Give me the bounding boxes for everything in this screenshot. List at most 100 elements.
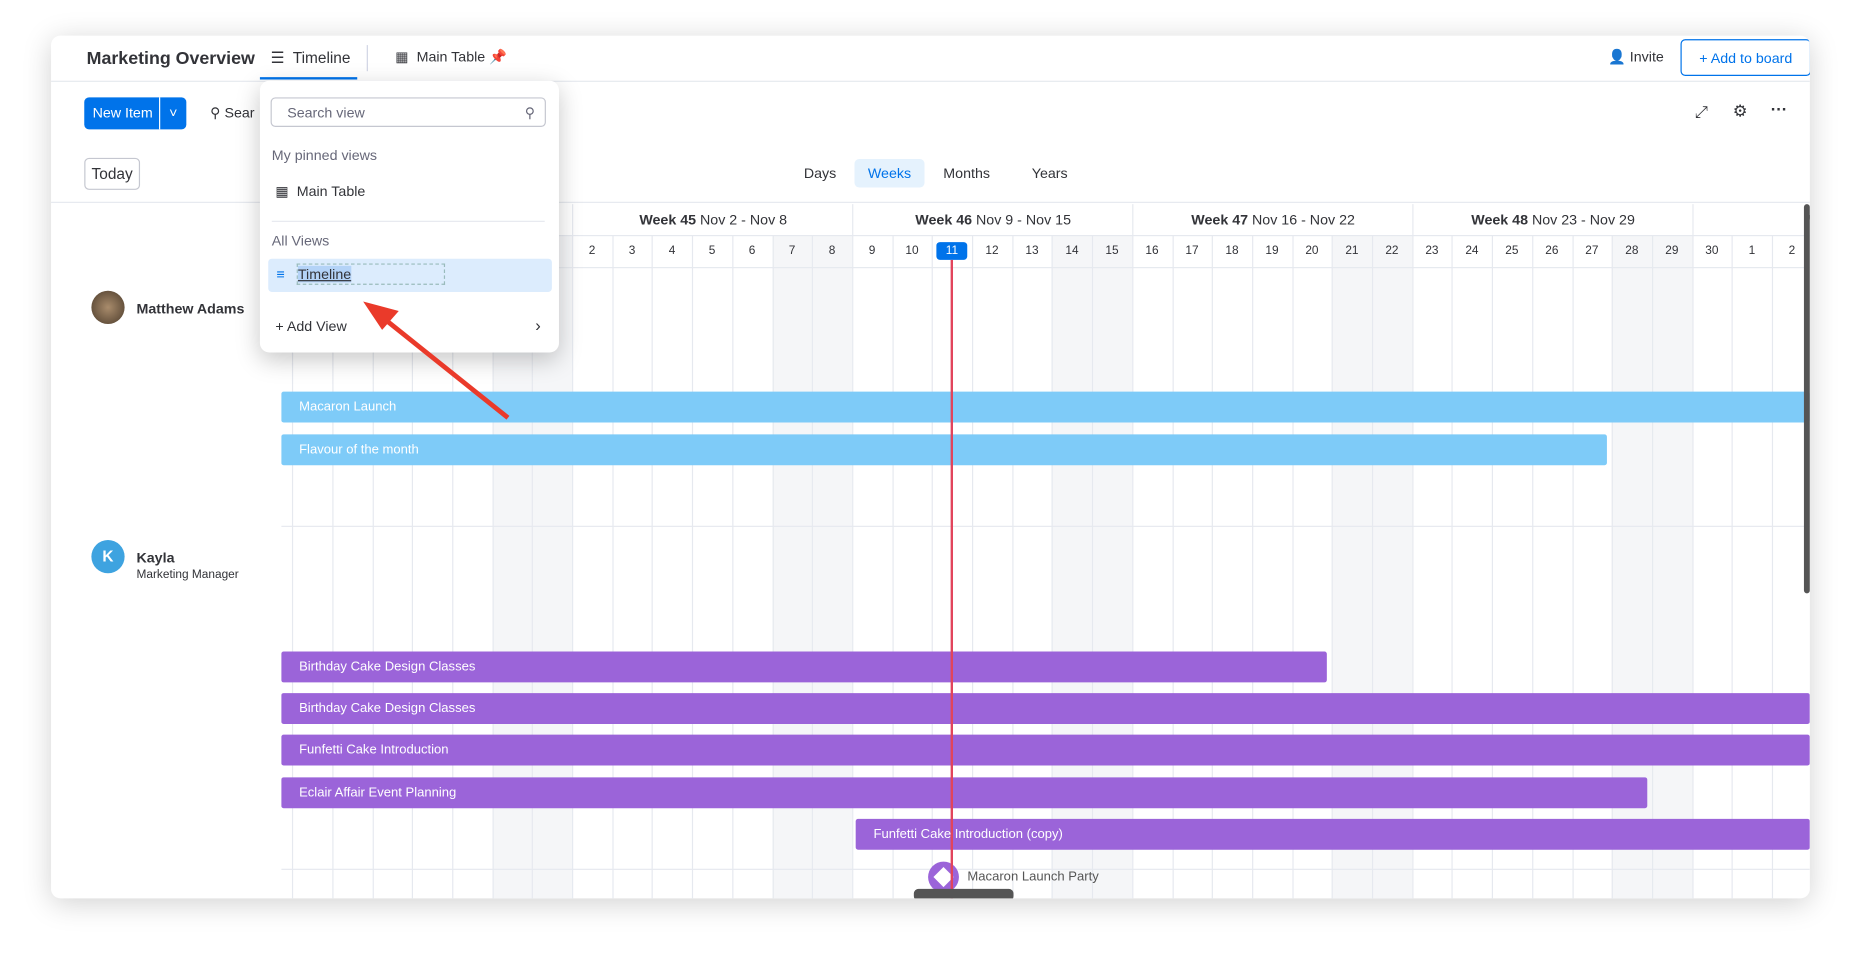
group-border [281,868,1810,870]
item-bar[interactable]: Birthday Cake Design Classes [281,693,1810,724]
day-label: 26 [1545,244,1559,258]
day-column [1691,234,1732,899]
day-label: 1 [1748,244,1756,258]
day-label: 11 [936,242,968,260]
day-label: 28 [1625,244,1639,258]
day-column [1411,234,1452,899]
view-item[interactable]: ▦ Main Table [275,182,366,200]
item-bar[interactable]: Birthday Cake Design Classes [281,651,1327,683]
tab-underline [259,77,358,80]
add-view-label: + Add View [275,318,347,335]
zoom-tab[interactable]: Years [1031,164,1068,182]
settings[interactable]: ⚙ [1732,100,1748,120]
person-role: Marketing Manager [136,568,239,582]
new-item[interactable]: New Item ˅ [84,97,187,130]
day-column [1211,234,1252,899]
day-column [1171,234,1212,899]
day-label: 4 [668,244,676,258]
day-column [1571,234,1612,899]
day-column [971,234,1012,899]
week-header: Week 45 Nov 2 - Nov 8 [572,204,854,235]
item-bar[interactable]: Funfetti Cake Introduction (copy) [855,818,1810,850]
day-label: 23 [1425,244,1439,258]
day-label: 17 [1185,244,1199,258]
day-column [1251,234,1292,899]
day-column [292,234,332,899]
day-label: 21 [1345,244,1359,258]
week-header: Week 47 Nov 16 - Nov 22 [1131,204,1414,235]
day-column [572,234,612,899]
zoom-tab[interactable]: Days [803,164,837,182]
avatar: K [91,539,125,574]
day-label: 20 [1305,244,1319,258]
search[interactable]: ⚲ Sear [210,104,255,122]
zoom-tab[interactable]: Weeks [854,159,925,188]
day-column [652,234,692,899]
day-label: 27 [1585,244,1599,258]
avatar [91,290,125,324]
item-bar[interactable]: Funfetti Cake Introduction [281,734,1810,766]
week-name: Week 45 [639,211,697,228]
add-view[interactable]: + Add View [275,318,346,335]
item-bar[interactable]: Eclair Affair Event Planning [281,777,1648,809]
day-label: 22 [1385,244,1399,258]
day-label: 14 [1065,244,1079,258]
today-button[interactable]: Today [84,157,141,190]
item-bar[interactable]: Flavour of the month [281,434,1607,466]
item-bar[interactable]: Macaron Launch [281,391,1810,423]
board-title: Marketing Overview [86,48,255,69]
view-item[interactable]: ≡ Timeline [268,258,552,292]
day-label: 3 [628,244,636,258]
invite[interactable]: 👤 Invite [1608,48,1664,66]
day-column [931,234,972,899]
day-column [851,234,892,899]
board-window: Marketing Overview ☰ Timeline ▦ Main Tab… [51,35,1810,899]
more[interactable]: ··· [1770,99,1788,119]
weekend-column [1651,234,1692,899]
day-column [692,234,732,899]
group-border [281,525,1810,527]
day-label: 13 [1025,244,1039,258]
timeline-grid: Week 45 Nov 2 - Nov 8 Week 46 Nov 9 - Nov… [281,202,1810,899]
week-header: Week 48 Nov 23 - Nov 29 [1411,204,1694,235]
view-label: Timeline [297,265,352,283]
week-range: Nov 23 - Nov 29 [1531,211,1635,228]
day-label: 2 [588,244,596,258]
week-header: Week 4 [1691,204,1810,235]
section-heading: All Views [271,232,330,250]
header-border [51,80,1810,82]
tab[interactable]: ☰ Timeline [270,48,351,67]
day-label: 16 [1145,244,1159,258]
day-label: 24 [1465,244,1479,258]
fullscreen[interactable]: ⤢ [1694,102,1709,122]
day-column [891,234,932,899]
search-view[interactable]: Search view ⚲ [270,97,546,127]
view-label: Main Table [296,182,366,200]
day-column [612,234,652,899]
section-heading: My pinned views [271,147,378,164]
day-column [452,234,492,899]
day-column [1491,234,1532,899]
person-name: Matthew Adams [136,300,245,317]
week-name: Week 46 [915,211,973,228]
day-column [1131,234,1172,899]
day-column [1011,234,1052,899]
today-line [950,259,954,899]
week-range: Nov 9 - Nov 15 [976,211,1072,228]
add-to-board[interactable]: + Add to board [1680,39,1810,76]
header-border [281,234,1810,237]
week-range: Nov 16 - Nov 22 [1252,211,1355,228]
day-label: 2 [1788,244,1796,258]
milestone-label: Macaron Launch Party [967,869,1099,885]
chevron: › [535,315,541,335]
day-column [1451,234,1492,899]
day-column [412,234,452,899]
day-column [332,234,372,899]
divider [366,45,368,72]
zoom-tab[interactable]: Months [943,164,990,182]
placeholder: Search view [287,104,365,122]
day-label: 12 [985,244,999,258]
tab[interactable]: ▦ Main Table 📌 [395,48,507,66]
scrollbar [1803,204,1810,594]
day-label: 29 [1665,244,1679,258]
